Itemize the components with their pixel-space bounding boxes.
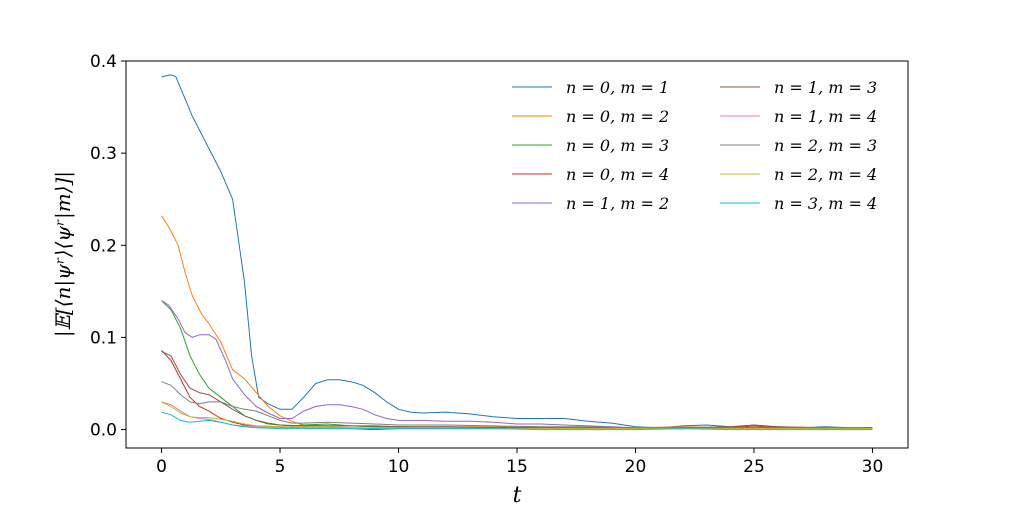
legend-label: n = 2, m = 4 bbox=[774, 165, 877, 184]
x-axis-label: t bbox=[513, 483, 522, 505]
legend-label: n = 0, m = 1 bbox=[566, 78, 669, 97]
series-line-10 bbox=[161, 411, 873, 431]
x-tick-label: 5 bbox=[275, 457, 286, 477]
legend-label: n = 1, m = 3 bbox=[774, 78, 877, 97]
legend: n = 0, m = 1 n = 0, m = 2 n = 0, m = 3 n = … bbox=[512, 78, 877, 213]
series-line-3 bbox=[161, 300, 873, 430]
y-tick-label: 0.1 bbox=[90, 328, 117, 348]
plot-lines bbox=[161, 74, 873, 431]
series-line-5 bbox=[161, 300, 873, 430]
x-tick-label: 30 bbox=[862, 457, 884, 477]
y-tick-label: 0.0 bbox=[90, 421, 117, 441]
series-line-8 bbox=[161, 381, 873, 430]
x-tick-label: 0 bbox=[156, 457, 167, 477]
legend-label: n = 0, m = 2 bbox=[566, 107, 669, 126]
series-line-1 bbox=[161, 74, 873, 430]
y-tick-label: 0.2 bbox=[90, 236, 117, 256]
series-line-4 bbox=[161, 349, 873, 431]
y-axis: 0.0 0.1 0.2 0.3 0.4 bbox=[90, 52, 126, 441]
y-tick-label: 0.3 bbox=[90, 144, 117, 164]
x-axis: 0 5 10 15 20 25 30 bbox=[156, 448, 883, 477]
y-axis-label: |𝔼[⟨n|ψʳ⟩⟨ψʳ|m⟩]| bbox=[51, 171, 76, 337]
legend-label: n = 0, m = 4 bbox=[566, 165, 669, 184]
legend-label: n = 1, m = 2 bbox=[566, 194, 669, 213]
legend-label: n = 2, m = 3 bbox=[774, 136, 877, 155]
legend-label: n = 3, m = 4 bbox=[774, 194, 877, 213]
series-line-2 bbox=[161, 215, 873, 429]
legend-label: n = 0, m = 3 bbox=[566, 136, 669, 155]
x-tick-label: 15 bbox=[506, 457, 528, 477]
legend-label: n = 1, m = 4 bbox=[774, 107, 877, 126]
x-tick-label: 25 bbox=[743, 457, 765, 477]
series-line-6 bbox=[161, 350, 873, 430]
y-tick-label: 0.4 bbox=[90, 52, 117, 72]
x-tick-label: 20 bbox=[625, 457, 647, 477]
x-tick-label: 10 bbox=[388, 457, 410, 477]
